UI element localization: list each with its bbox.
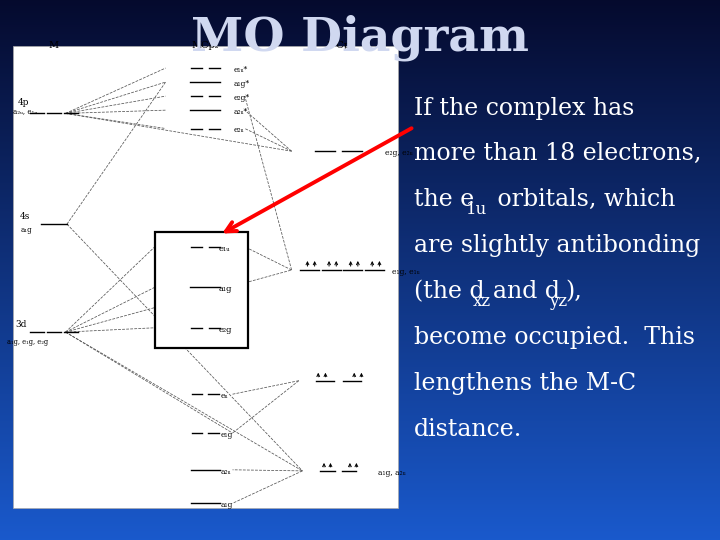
Text: e₂g, e₂ᵤ: e₂g, e₂ᵤ <box>385 150 413 157</box>
Text: e₁ᵤ: e₁ᵤ <box>218 245 230 253</box>
Text: are slightly antibonding: are slightly antibonding <box>414 234 701 257</box>
Text: a₂ᵤ*: a₂ᵤ* <box>234 108 248 116</box>
Text: 4p: 4p <box>18 98 30 107</box>
Text: a₁g: a₁g <box>20 226 32 233</box>
Text: If the complex has: If the complex has <box>414 97 634 119</box>
Text: e₁g: e₁g <box>221 431 233 439</box>
Text: M: M <box>49 42 59 50</box>
Text: a₁g: a₁g <box>218 286 232 293</box>
Text: orbitals, which: orbitals, which <box>490 188 675 211</box>
Text: more than 18 electrons,: more than 18 electrons, <box>414 143 701 165</box>
Text: become occupied.  This: become occupied. This <box>414 326 695 349</box>
Text: a₁g: a₁g <box>221 502 233 509</box>
Text: e₂g: e₂g <box>218 326 232 334</box>
Text: distance.: distance. <box>414 418 523 441</box>
Text: a₂ᵤ, e₁ᵤ: a₂ᵤ, e₁ᵤ <box>13 107 37 114</box>
Text: e₁ᵤ*: e₁ᵤ* <box>234 66 248 73</box>
Text: 4s: 4s <box>20 212 30 221</box>
Text: yz: yz <box>549 293 567 310</box>
Text: the e: the e <box>414 188 474 211</box>
Text: (the d: (the d <box>414 280 485 303</box>
Text: lengthens the M-C: lengthens the M-C <box>414 372 636 395</box>
Text: a₂ᵤ: a₂ᵤ <box>221 468 232 476</box>
Bar <box>13 46 398 508</box>
Text: and d: and d <box>493 280 560 303</box>
Text: a₁g, e₁g, e₂g: a₁g, e₁g, e₂g <box>7 338 48 346</box>
Text: xz: xz <box>473 293 491 310</box>
Text: e₂ᵤ: e₂ᵤ <box>234 126 245 134</box>
Text: MO Diagram: MO Diagram <box>191 15 529 61</box>
Text: ),: ), <box>565 280 582 303</box>
Text: 3d: 3d <box>16 320 27 329</box>
Bar <box>155 232 248 348</box>
Text: eᵤ: eᵤ <box>221 393 228 400</box>
Text: 1u: 1u <box>466 201 487 218</box>
Text: a₁g*: a₁g* <box>234 80 250 87</box>
Text: a₁g, a₂ᵤ: a₁g, a₂ᵤ <box>378 469 405 477</box>
Text: 2 Cp: 2 Cp <box>327 42 350 50</box>
Text: e₁g, e₁ᵤ: e₁g, e₁ᵤ <box>392 268 420 276</box>
Text: MCp₂: MCp₂ <box>192 42 219 50</box>
Text: e₂g*: e₂g* <box>234 94 250 102</box>
